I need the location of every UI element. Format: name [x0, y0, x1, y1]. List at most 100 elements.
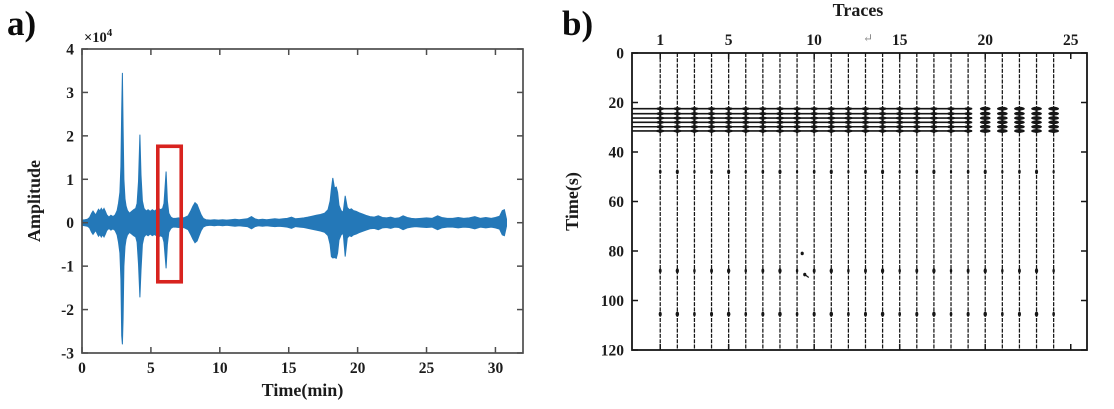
- y-tick-label: 3: [66, 85, 74, 102]
- wiggle-knot: [792, 107, 802, 111]
- wiggle-knot: [844, 107, 853, 111]
- wiggle-knot: [809, 129, 819, 133]
- trace-dot: [880, 311, 885, 317]
- wiggle-knot: [707, 120, 716, 124]
- axes-box: [81, 48, 524, 354]
- wiggle-knot: [707, 116, 716, 120]
- y-tick-label: 2: [66, 128, 74, 145]
- y-tick-label: -1: [61, 259, 74, 276]
- wiggle-knot: [741, 129, 750, 133]
- wiggle-knot: [827, 107, 836, 111]
- wiggle-knot: [996, 111, 1008, 116]
- trace-dot: [983, 268, 987, 274]
- trace-dot: [1034, 268, 1039, 274]
- wiggle-knot: [996, 124, 1008, 129]
- wiggle-knot: [878, 116, 887, 120]
- wiggle-knot: [707, 112, 716, 116]
- extra-mark: [800, 251, 804, 256]
- trace-dot: [693, 268, 696, 273]
- wiggle-knot: [1031, 106, 1042, 111]
- wiggle-knot: [707, 107, 716, 111]
- wiggle-knot: [673, 112, 682, 116]
- wiggle-knot: [912, 112, 922, 116]
- trace-dot: [932, 268, 936, 274]
- y-tick-label: 1: [66, 172, 74, 189]
- wiggle-knot: [912, 116, 922, 120]
- wiggle-knot: [895, 107, 904, 111]
- trace-dot: [898, 169, 901, 174]
- trace-dot: [727, 268, 731, 274]
- wiggle-knot: [809, 112, 819, 116]
- trace-dot: [915, 268, 919, 274]
- wiggle-knot: [946, 129, 956, 133]
- wiggle-knot: [979, 116, 991, 120]
- wiggle-knot: [946, 125, 956, 129]
- wiggle-knot: [656, 112, 665, 116]
- traces-axis-title: Traces: [833, 0, 884, 20]
- wiggle-knot: [792, 129, 802, 133]
- trace-dot: [932, 169, 936, 175]
- trace-dot: [966, 169, 970, 174]
- wiggle-knot: [741, 120, 750, 124]
- trace-dot: [726, 311, 731, 317]
- trace-dot: [795, 311, 799, 317]
- trace-dot: [966, 311, 970, 317]
- x-tick-label: 25: [419, 360, 435, 377]
- trace-dot: [675, 268, 679, 274]
- highlight-box: [155, 144, 184, 284]
- wiggle-knot: [929, 129, 939, 133]
- wiggle-knot: [878, 112, 887, 116]
- x-tick-label: 20: [350, 360, 366, 377]
- wiggle-knot: [758, 107, 768, 111]
- wiggle-knot: [996, 129, 1008, 133]
- wiggle-knot: [1048, 111, 1060, 116]
- trace-dot: [812, 268, 816, 274]
- time-tick-label: 100: [601, 293, 625, 310]
- trace-dot: [932, 311, 936, 317]
- wiggle-knot: [844, 129, 853, 133]
- trace-dot: [1001, 169, 1004, 174]
- wiggle-knot: [1048, 120, 1060, 125]
- wiggle-knot: [996, 120, 1008, 125]
- trace-dot: [658, 169, 662, 174]
- wiggle-knot: [1031, 111, 1042, 116]
- wiggle-knot: [929, 107, 939, 111]
- trace-dot: [1052, 169, 1055, 174]
- wiggle-knot: [656, 125, 665, 129]
- trace-dot: [864, 169, 867, 174]
- trace-dot: [675, 169, 679, 175]
- wiggle-knot: [690, 107, 699, 111]
- panel-label-b: b): [562, 4, 594, 43]
- wiggle-knot: [912, 129, 922, 133]
- wiggle-knot: [656, 129, 665, 133]
- wiggle-knot: [929, 120, 939, 124]
- trace-dot: [658, 268, 662, 274]
- panel-label-a: a): [7, 4, 37, 43]
- wiggle-knot: [827, 112, 836, 116]
- wiggle-knot: [1014, 129, 1025, 133]
- wiggle-knot: [1048, 129, 1060, 133]
- time-tick-label: 0: [616, 46, 624, 63]
- wiggle-knot: [878, 107, 887, 111]
- trace-dot: [829, 268, 833, 274]
- wiggle-knot: [792, 116, 802, 120]
- trace-dot: [829, 169, 833, 175]
- trace-dot: [744, 169, 747, 174]
- wiggle-knot: [844, 116, 853, 120]
- wiggle-knot: [724, 107, 733, 111]
- wiggle-knot: [707, 125, 716, 129]
- trace-dot: [847, 169, 850, 174]
- time-tick-label: 60: [609, 194, 625, 211]
- trace-dot: [1018, 268, 1021, 274]
- wiggle-knot: [775, 107, 785, 111]
- wiggle-knot: [1031, 116, 1042, 120]
- trace-dot: [949, 169, 953, 174]
- trace-dot: [675, 311, 680, 317]
- wiggle-knot: [895, 125, 904, 129]
- trace-dot: [1034, 311, 1039, 317]
- trace-dot: [1017, 311, 1021, 317]
- trace-dot: [829, 311, 834, 317]
- wiggle-knot: [844, 125, 853, 129]
- trace-dot: [1052, 268, 1055, 273]
